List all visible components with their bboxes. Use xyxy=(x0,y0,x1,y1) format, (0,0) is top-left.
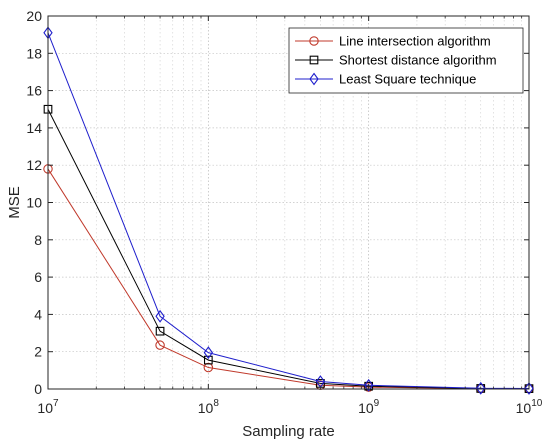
x-tick-label: 1010 xyxy=(516,398,543,416)
legend-entry: Least Square technique xyxy=(339,72,476,87)
y-tick-label: 4 xyxy=(34,306,42,322)
legend: Line intersection algorithm Shortest dist… xyxy=(288,27,524,94)
y-tick-label: 2 xyxy=(34,344,42,360)
x-tick-label: 107 xyxy=(37,398,59,416)
y-tick-label: 14 xyxy=(26,120,42,136)
y-axis-label: MSE xyxy=(6,186,23,219)
x-tick-label: 108 xyxy=(198,398,220,416)
y-tick-label: 6 xyxy=(34,269,42,285)
y-tick-label: 16 xyxy=(26,83,42,99)
data-point xyxy=(476,381,486,395)
legend-swatch-marker xyxy=(309,36,319,46)
data-point xyxy=(203,346,214,360)
legend-box xyxy=(288,27,524,94)
y-tick-label: 20 xyxy=(26,8,42,24)
legend-entry: Shortest distance algorithm xyxy=(339,53,497,68)
legend-swatch-marker xyxy=(309,72,319,86)
y-tick-label: 12 xyxy=(26,157,42,173)
y-tick-label: 10 xyxy=(26,195,42,211)
data-point xyxy=(524,382,534,395)
data-point xyxy=(203,355,213,365)
legend-swatch-marker xyxy=(309,55,319,65)
y-tick-label: 18 xyxy=(26,45,42,61)
ticks: 107 108 109 1010 0 2 4 6 8 10 12 14 16 18 20 xyxy=(26,8,542,416)
data-point xyxy=(155,326,165,336)
x-tick-label: 109 xyxy=(358,398,380,416)
data-point xyxy=(363,378,374,392)
y-tick-label: 8 xyxy=(34,232,42,248)
x-axis-label: Sampling rate xyxy=(242,423,335,440)
y-tick-label: 0 xyxy=(34,381,42,397)
legend-entry: Line intersection algorithm xyxy=(339,34,491,49)
data-point xyxy=(155,309,165,323)
axis-labels: Sampling rate MSE xyxy=(6,186,335,440)
data-point xyxy=(155,340,165,350)
